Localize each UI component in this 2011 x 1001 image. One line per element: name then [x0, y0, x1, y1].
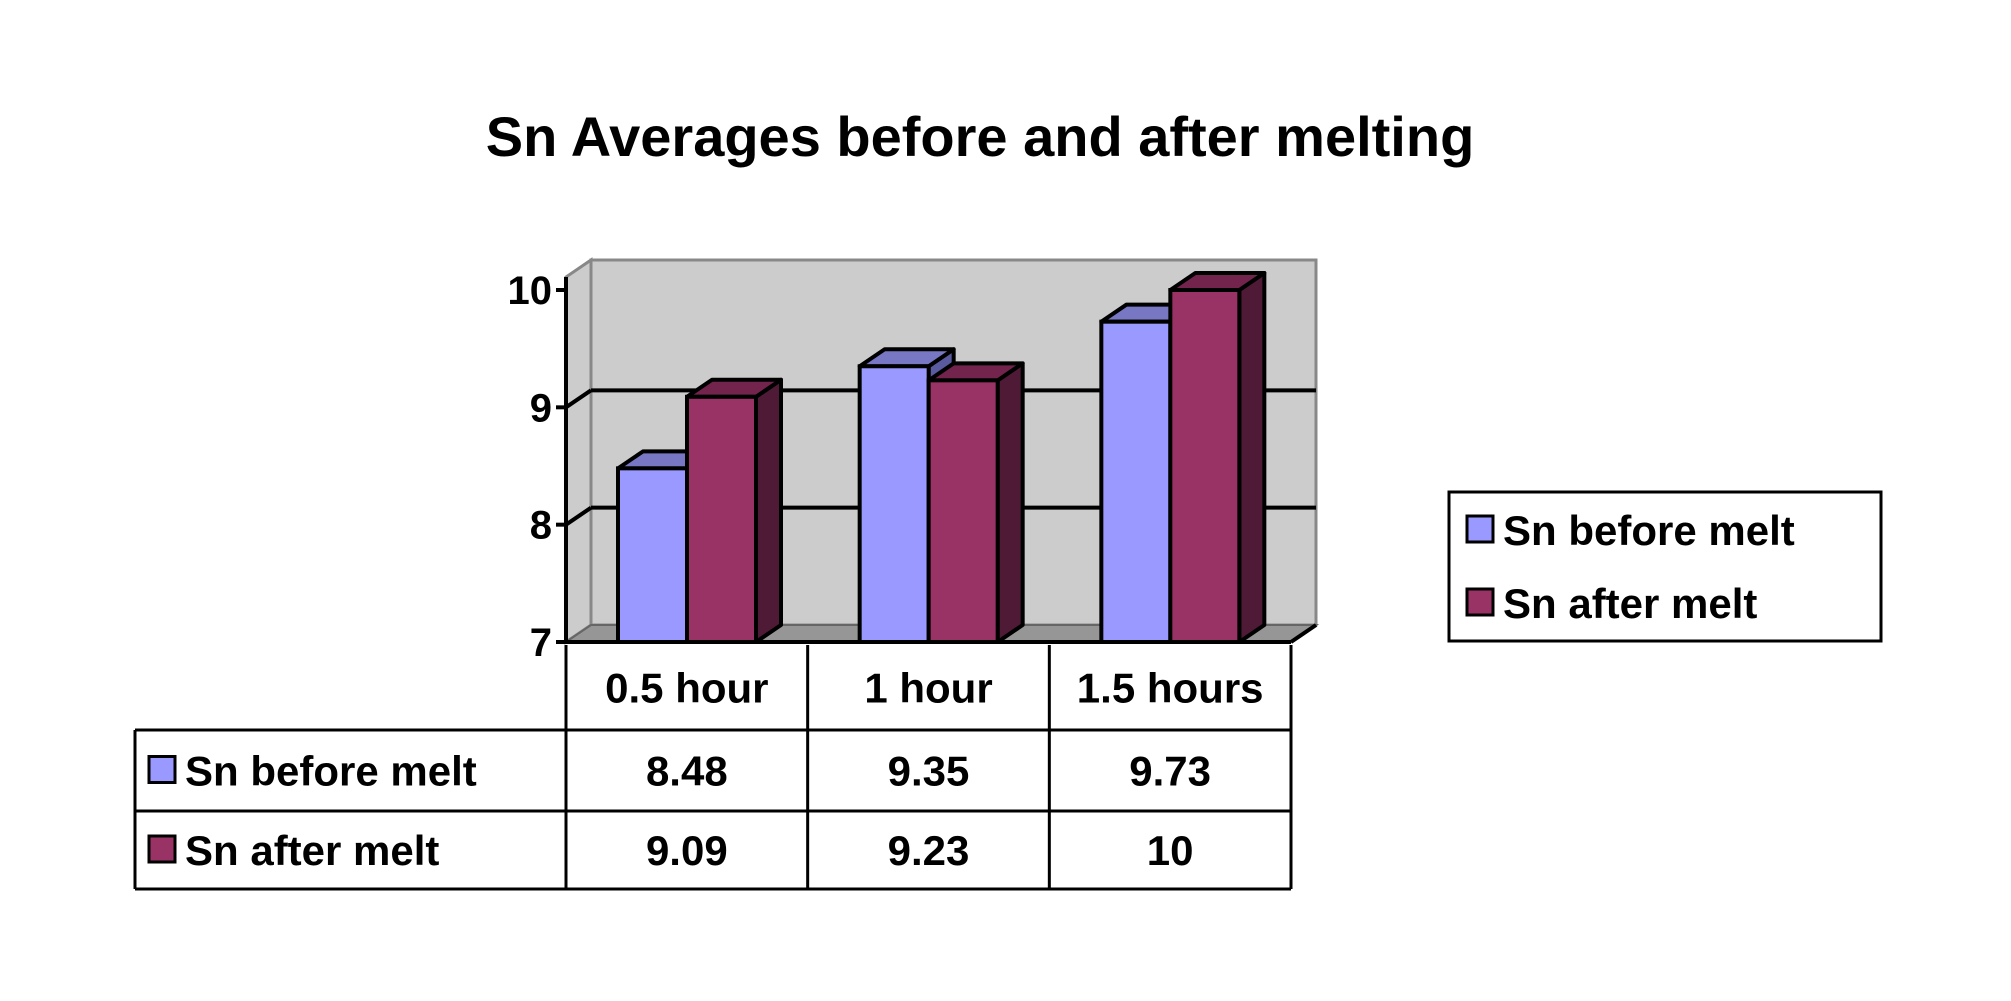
gridline-diagonal: [564, 506, 593, 527]
y-tick-label: 8: [530, 504, 552, 548]
data-label: 9.23: [888, 827, 970, 874]
category-label: 1.5 hours: [1077, 665, 1264, 712]
legend-key-icon: [147, 834, 177, 864]
series-label: Sn before melt: [185, 748, 477, 795]
bar-after: [685, 377, 783, 645]
legend-box: [1447, 490, 1883, 643]
bar-side: [995, 361, 1025, 644]
category-label: 0.5 hour: [605, 665, 768, 712]
bar-front: [685, 394, 758, 645]
y-tick-label: 7: [530, 621, 552, 665]
bar-after: [926, 361, 1025, 644]
side-wall: [564, 257, 593, 645]
series-label: Sn after melt: [185, 827, 439, 874]
data-table: 0.5 hour 1 hour 1.5 hours Sn before melt 8.4…: [133, 645, 1293, 891]
legend-key-icon: [1465, 514, 1495, 544]
legend-key-icon: [1465, 587, 1495, 617]
data-label: 8.48: [646, 748, 728, 795]
gridline-diagonal: [564, 388, 593, 409]
plot-area: 7 8 9 10: [508, 257, 1320, 665]
bar-front: [616, 466, 689, 645]
bar-side: [1237, 271, 1267, 644]
x-axis-end: [1289, 623, 1318, 644]
legend-label: Sn after melt: [1503, 580, 1757, 627]
bar-after: [1168, 271, 1267, 644]
chart-title: Sn Averages before and after melting: [486, 105, 1475, 168]
legend-key-icon: [147, 755, 177, 784]
bar-front: [1168, 288, 1242, 644]
data-label: 9.09: [646, 827, 728, 874]
legend-label: Sn before melt: [1503, 507, 1795, 554]
category-label: 1 hour: [864, 665, 992, 712]
y-tick-label: 10: [508, 269, 553, 313]
data-label: 9.73: [1129, 748, 1211, 795]
bar-side: [754, 377, 783, 644]
legend: Sn before melt Sn after melt: [1447, 490, 1883, 643]
bar-front: [1099, 319, 1173, 644]
bar-front: [857, 364, 931, 644]
y-tick-label: 9: [530, 386, 552, 430]
data-label: 10: [1147, 827, 1194, 874]
bar-front: [926, 378, 1000, 644]
data-label: 9.35: [888, 748, 970, 795]
